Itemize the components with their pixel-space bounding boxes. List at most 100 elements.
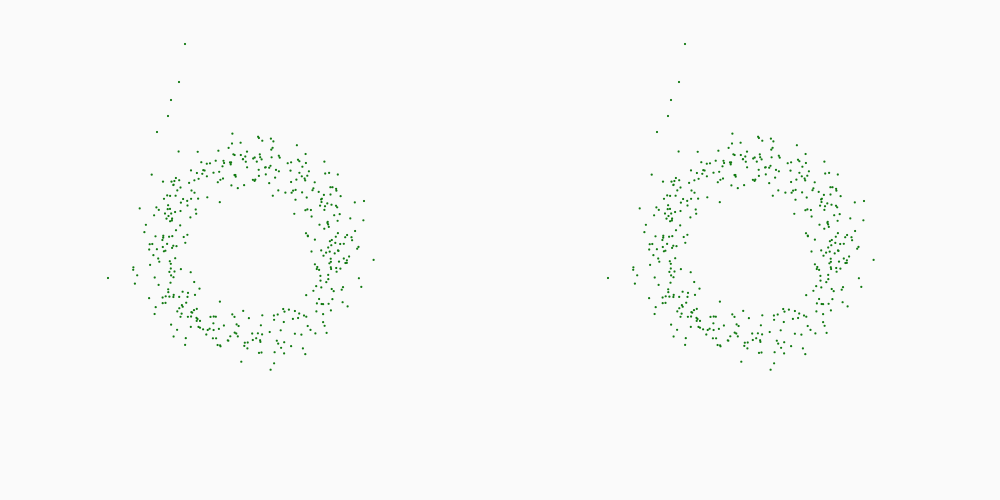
- scatter-point: [326, 222, 328, 224]
- scatter-point: [833, 290, 835, 292]
- scatter-point: [189, 216, 191, 218]
- scatter-point: [330, 309, 332, 311]
- scatter-point: [170, 324, 172, 326]
- scatter-point: [774, 351, 776, 353]
- scatter-point: [806, 175, 808, 177]
- scatter-point: [773, 319, 775, 321]
- scatter-point: [718, 171, 720, 173]
- scatter-point: [270, 369, 272, 371]
- scatter-point: [773, 362, 775, 364]
- scatter-point: [233, 174, 235, 176]
- scatter-point: [209, 316, 211, 318]
- scatter-point: [229, 335, 231, 337]
- scatter-point: [826, 222, 828, 224]
- scatter-point: [814, 263, 816, 265]
- scatter-point: [187, 292, 189, 294]
- scatter-point: [197, 326, 199, 328]
- scatter-point: [151, 174, 153, 176]
- scatter-plot-right: [500, 0, 1000, 500]
- scatter-point: [280, 329, 282, 331]
- scatter-point: [835, 190, 837, 192]
- scatter-point: [260, 351, 262, 353]
- scatter-point: [830, 261, 832, 263]
- scatter-point: [330, 258, 332, 260]
- scatter-point: [256, 161, 258, 163]
- scatter-point: [178, 296, 180, 298]
- scatter-point: [261, 140, 263, 142]
- scatter-point: [834, 252, 836, 254]
- scatter-point: [636, 274, 638, 276]
- scatter-point: [139, 207, 141, 209]
- scatter-point: [719, 344, 721, 346]
- scatter-point: [252, 339, 254, 341]
- scatter-point: [649, 243, 651, 245]
- scatter-point: [792, 190, 794, 192]
- scatter-point: [154, 313, 156, 315]
- scatter-point: [248, 317, 250, 319]
- scatter-point: [822, 303, 824, 305]
- scatter-point: [154, 276, 156, 278]
- scatter-point: [181, 313, 183, 315]
- scatter-point: [324, 172, 326, 174]
- scatter-point: [828, 226, 830, 228]
- scatter-point: [649, 264, 651, 266]
- scatter-point: [682, 291, 684, 293]
- scatter-point: [667, 291, 669, 293]
- scatter-point: [701, 173, 703, 175]
- scatter-point: [738, 325, 740, 327]
- scatter-point: [717, 344, 719, 346]
- scatter-point: [231, 142, 233, 144]
- scatter-point: [215, 316, 217, 318]
- scatter-point: [168, 296, 170, 298]
- scatter-point: [274, 177, 276, 179]
- scatter-point: [634, 283, 636, 285]
- scatter-point: [818, 191, 820, 193]
- scatter-point: [815, 285, 817, 287]
- scatter-point: [328, 303, 330, 305]
- scatter-point: [329, 240, 331, 242]
- scatter-point: [349, 217, 351, 219]
- scatter-point: [787, 162, 789, 164]
- scatter-point: [658, 261, 660, 263]
- scatter-point: [653, 214, 655, 216]
- scatter-point: [185, 337, 187, 339]
- scatter-point: [818, 269, 820, 271]
- scatter-point: [846, 234, 848, 236]
- scatter-point: [255, 337, 257, 339]
- scatter-point: [196, 172, 198, 174]
- scatter-point: [346, 259, 348, 261]
- scatter-point: [190, 189, 192, 191]
- scatter-point: [854, 230, 856, 232]
- scatter-point: [305, 294, 307, 296]
- scatter-point: [715, 160, 717, 162]
- scatter-point: [689, 216, 691, 218]
- scatter-point: [322, 313, 324, 315]
- scatter-point: [772, 147, 774, 149]
- scatter-point: [373, 259, 375, 261]
- scatter-point: [669, 195, 671, 197]
- scatter-point: [676, 310, 678, 312]
- scatter-point: [765, 173, 767, 175]
- scatter-point: [804, 353, 806, 355]
- scatter-point: [667, 288, 669, 290]
- scatter-point: [162, 181, 164, 183]
- scatter-point: [700, 161, 702, 163]
- scatter-point: [663, 250, 665, 252]
- scatter-point: [826, 202, 828, 204]
- scatter-point: [185, 302, 187, 304]
- scatter-point: [294, 310, 296, 312]
- scatter-point: [287, 162, 289, 164]
- scatter-point: [152, 254, 154, 256]
- scatter-point: [810, 250, 812, 252]
- scatter-point: [669, 282, 671, 284]
- scatter-point: [778, 155, 780, 157]
- scatter-point: [822, 313, 824, 315]
- scatter-point: [651, 243, 653, 245]
- scatter-point: [661, 239, 663, 241]
- scatter-point: [699, 320, 701, 322]
- scatter-point: [290, 181, 292, 183]
- scatter-point: [340, 195, 342, 197]
- scatter-point: [820, 201, 822, 203]
- scatter-point: [819, 275, 821, 277]
